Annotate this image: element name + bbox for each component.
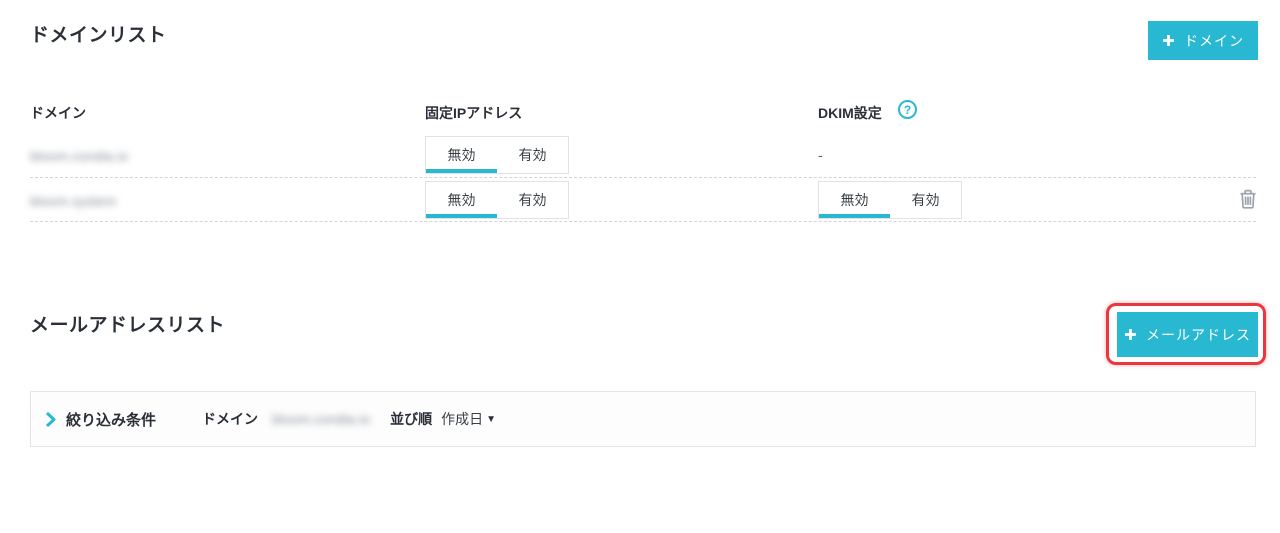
row-separator: [30, 221, 1256, 222]
toggle-option-on[interactable]: 有効: [518, 192, 547, 208]
caret-down-icon: ▼: [486, 413, 496, 425]
table-row: bloom.system 無効 有効 無効 有効: [0, 181, 1280, 222]
domain-name-redacted: bloom.condia.io: [30, 148, 129, 164]
filter-domain-label: ドメイン: [202, 411, 259, 427]
dkim-toggle: 無効 有効: [818, 181, 962, 219]
filter-expander-label: 絞り込み条件: [66, 411, 157, 429]
toggle-option-on[interactable]: 有効: [518, 147, 547, 163]
toggle-option-on[interactable]: 有効: [911, 192, 940, 208]
filter-expander[interactable]: 絞り込み条件: [45, 409, 156, 430]
fixed-ip-toggle: 無効 有効: [425, 136, 569, 174]
sort-order-value: 作成日: [441, 411, 484, 427]
dkim-help-icon[interactable]: ?: [898, 100, 917, 119]
plus-icon: [1124, 328, 1137, 341]
add-domain-button-label: ドメイン: [1184, 32, 1244, 49]
fixed-ip-toggle: 無効 有効: [425, 181, 569, 219]
chevron-right-icon: [45, 411, 56, 428]
domain-list-title: ドメインリスト: [30, 25, 167, 46]
delete-domain-button[interactable]: [1239, 189, 1257, 212]
row-separator: [30, 177, 1256, 178]
email-list-title: メールアドレスリスト: [30, 315, 226, 336]
add-domain-button[interactable]: ドメイン: [1148, 21, 1258, 60]
sort-order-select[interactable]: 作成日 ▼: [441, 409, 496, 429]
dkim-empty-value: -: [818, 147, 823, 163]
toggle-option-off[interactable]: 無効: [426, 137, 497, 173]
toggle-option-off[interactable]: 無効: [819, 182, 890, 218]
filter-bar: 絞り込み条件 ドメイン bloom.condia.io 並び順 作成日 ▼: [30, 391, 1256, 447]
sort-order-label: 並び順: [390, 411, 433, 427]
trash-icon: [1239, 189, 1257, 209]
column-header-domain: ドメイン: [30, 105, 86, 121]
column-header-dkim: DKIM設定: [818, 105, 882, 121]
add-email-button-label: メールアドレス: [1146, 326, 1251, 343]
plus-icon: [1162, 34, 1175, 47]
domain-name-redacted: bloom.system: [30, 193, 117, 209]
filter-domain-value-redacted: bloom.condia.io: [272, 411, 371, 427]
add-email-address-button[interactable]: メールアドレス: [1117, 312, 1258, 357]
column-header-fixed-ip: 固定IPアドレス: [425, 105, 523, 121]
table-row: bloom.condia.io 無効 有効 -: [0, 136, 1280, 177]
toggle-option-off[interactable]: 無効: [426, 182, 497, 218]
